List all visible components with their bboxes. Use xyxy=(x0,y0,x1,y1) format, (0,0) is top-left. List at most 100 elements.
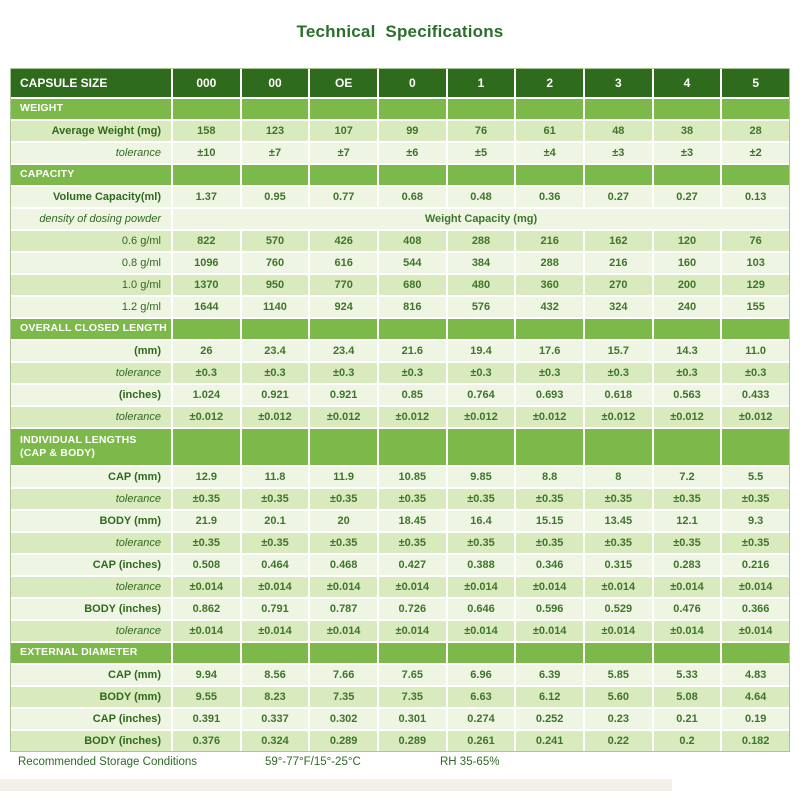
value-cell: 324 xyxy=(584,297,652,317)
value-cell: 288 xyxy=(447,231,515,251)
section-title-line: INDIVIDUAL LENGTHS xyxy=(20,433,137,446)
section-spacer xyxy=(310,99,377,119)
value-cell: ±2 xyxy=(722,143,789,163)
value-cell: 1140 xyxy=(241,297,309,317)
row-label: CAP (inches) xyxy=(11,709,171,729)
section-spacer xyxy=(173,319,240,339)
value-cell: ±0.3 xyxy=(378,363,446,383)
value-cell: 0.22 xyxy=(584,731,652,751)
header-size-2: 2 xyxy=(516,69,583,97)
value-cell: 9.94 xyxy=(173,665,240,685)
value-cell: 0.646 xyxy=(447,599,515,619)
value-cell: 0.862 xyxy=(173,599,240,619)
value-cell: 155 xyxy=(722,297,789,317)
section-spacer xyxy=(378,319,446,339)
section-spacer xyxy=(722,319,789,339)
row-label: 0.8 g/ml xyxy=(11,253,171,273)
value-cell: 0.19 xyxy=(722,709,789,729)
value-cell: ±0.35 xyxy=(516,489,583,509)
value-cell: 270 xyxy=(584,275,652,295)
value-cell: 123 xyxy=(241,121,309,141)
value-cell: 11.0 xyxy=(722,341,789,361)
value-cell: 158 xyxy=(173,121,240,141)
value-cell: 5.85 xyxy=(584,665,652,685)
row-label: CAP (mm) xyxy=(11,665,171,685)
section-spacer xyxy=(516,165,583,185)
value-cell: ±0.014 xyxy=(584,577,652,597)
row-label: tolerance xyxy=(11,407,171,427)
value-cell: 0.77 xyxy=(310,187,377,207)
value-cell: ±0.012 xyxy=(310,407,377,427)
storage-temperature-value: 59°-77°F/15°-25°C xyxy=(265,756,361,768)
value-cell: 200 xyxy=(653,275,721,295)
row-label: 0.6 g/ml xyxy=(11,231,171,251)
value-cell: ±3 xyxy=(653,143,721,163)
section-spacer xyxy=(447,643,515,663)
value-cell: ±0.012 xyxy=(241,407,309,427)
value-cell: 1096 xyxy=(173,253,240,273)
section-spacer xyxy=(722,165,789,185)
value-cell: ±0.3 xyxy=(241,363,309,383)
value-cell: 48 xyxy=(584,121,652,141)
row-label: 1.2 g/ml xyxy=(11,297,171,317)
value-cell: ±0.35 xyxy=(378,533,446,553)
section-spacer xyxy=(310,643,377,663)
section-spacer xyxy=(653,99,721,119)
row-label: (mm) xyxy=(11,341,171,361)
value-cell: 10.85 xyxy=(378,467,446,487)
value-cell: 216 xyxy=(516,231,583,251)
value-cell: 0.596 xyxy=(516,599,583,619)
section-title: EXTERNAL DIAMETER xyxy=(11,643,171,663)
value-cell: 0.261 xyxy=(447,731,515,751)
section-spacer xyxy=(241,99,309,119)
value-cell: 28 xyxy=(722,121,789,141)
value-cell: 8 xyxy=(584,467,652,487)
section-title-line: OVERALL CLOSED LENGTH xyxy=(20,322,167,335)
section-spacer xyxy=(241,429,309,465)
value-cell: 408 xyxy=(378,231,446,251)
section-spacer xyxy=(173,429,240,465)
section-spacer xyxy=(378,429,446,465)
value-cell: 480 xyxy=(447,275,515,295)
row-label: BODY (mm) xyxy=(11,511,171,531)
value-cell: 11.9 xyxy=(310,467,377,487)
row-label: tolerance xyxy=(11,363,171,383)
value-cell: 23.4 xyxy=(310,341,377,361)
value-cell: 38 xyxy=(653,121,721,141)
section-subtitle-line: (CAP & BODY) xyxy=(20,447,96,459)
value-cell: 0.337 xyxy=(241,709,309,729)
value-cell: ±0.35 xyxy=(653,489,721,509)
value-cell: ±0.012 xyxy=(653,407,721,427)
section-spacer xyxy=(173,165,240,185)
value-cell: ±0.35 xyxy=(241,489,309,509)
value-cell: 0.921 xyxy=(310,385,377,405)
value-cell: 216 xyxy=(584,253,652,273)
value-cell: 5.33 xyxy=(653,665,721,685)
header-size-0: 0 xyxy=(378,69,446,97)
value-cell: 0.726 xyxy=(378,599,446,619)
value-cell: ±0.012 xyxy=(447,407,515,427)
value-cell: 12.9 xyxy=(173,467,240,487)
section-spacer xyxy=(447,165,515,185)
value-cell: ±0.014 xyxy=(241,621,309,641)
header-size-00: 00 xyxy=(241,69,309,97)
section-title: WEIGHT xyxy=(11,99,171,119)
value-cell: 7.35 xyxy=(310,687,377,707)
section-spacer xyxy=(310,165,377,185)
value-cell: ±0.014 xyxy=(310,621,377,641)
value-cell: ±0.35 xyxy=(447,533,515,553)
header-size-5: 5 xyxy=(722,69,789,97)
header-size-000: 000 xyxy=(173,69,240,97)
value-cell: 7.2 xyxy=(653,467,721,487)
value-cell: 432 xyxy=(516,297,583,317)
row-label: CAP (inches) xyxy=(11,555,171,575)
value-cell: 0.27 xyxy=(653,187,721,207)
value-cell: ±0.35 xyxy=(584,489,652,509)
section-spacer xyxy=(653,429,721,465)
value-cell: 0.289 xyxy=(378,731,446,751)
capsule-spec-table: CAPSULE SIZE 000 00 OE 0 1 2 3 4 5 WEIGHT Average W… xyxy=(10,68,790,752)
value-cell: 17.6 xyxy=(516,341,583,361)
value-cell: 0.468 xyxy=(310,555,377,575)
value-cell: 0.23 xyxy=(584,709,652,729)
value-cell: ±0.012 xyxy=(722,407,789,427)
